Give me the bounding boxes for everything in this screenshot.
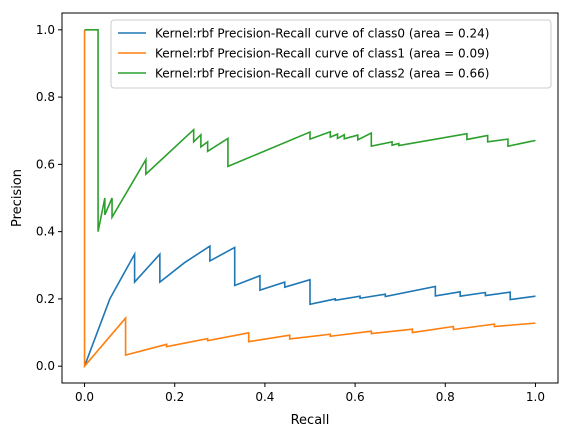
y-axis: 0.0 0.2 0.4 0.6 0.8 1.0 [36,23,62,373]
y-axis-label: Precision [10,169,25,227]
legend-label-class1: Kernel:rbf Precision-Recall curve of cla… [155,47,489,61]
series-line-class1 [83,29,536,369]
axes-frame [61,12,559,384]
y-tick-label: 0.0 [36,359,55,373]
x-axis: 0.0 0.2 0.4 0.6 0.8 1.0 [75,383,545,404]
x-tick-label: 0.8 [436,390,455,404]
x-tick-label: 0.0 [75,390,94,404]
legend-box [110,19,552,89]
y-tick-label: 0.6 [36,157,55,171]
y-tick-label: 1.0 [36,23,55,37]
y-tick-label: 0.8 [36,90,55,104]
y-tick-label: 0.4 [36,225,55,239]
legend: Kernel:rbf Precision-Recall curve of cla… [110,19,552,89]
x-tick-label: 0.6 [346,390,365,404]
x-tick-label: 0.4 [255,390,274,404]
x-tick-label: 1.0 [526,390,545,404]
legend-label-class2: Kernel:rbf Precision-Recall curve of cla… [155,67,489,81]
series-line-class0 [83,244,536,367]
x-tick-label: 0.2 [165,390,184,404]
y-tick-label: 0.2 [36,292,55,306]
series-line-class2 [84,29,536,232]
legend-label-class0: Kernel:rbf Precision-Recall curve of cla… [155,27,489,41]
x-axis-label: Recall [291,413,330,428]
series-layer [83,29,536,369]
